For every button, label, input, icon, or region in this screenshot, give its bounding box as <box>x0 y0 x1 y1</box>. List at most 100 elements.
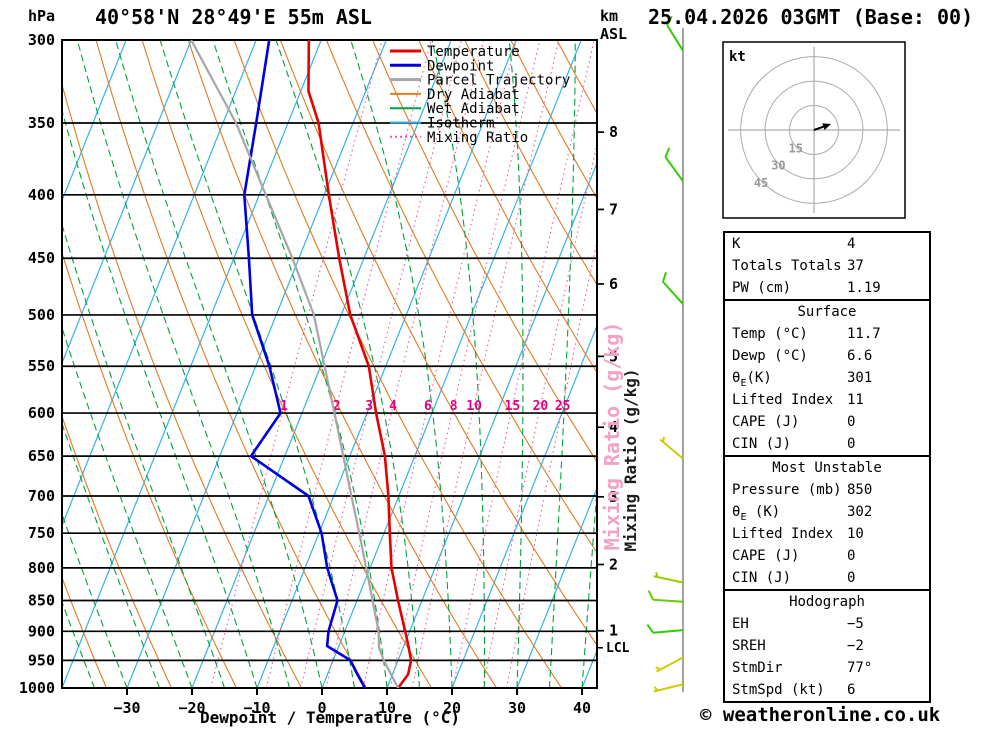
wind-barbs <box>646 15 684 693</box>
theta-unit: (K) <box>746 504 781 520</box>
svg-text:10: 10 <box>378 699 396 717</box>
hodograph-table: Hodograph EH −5 SREH −2 StmDir 77° StmSpd (… <box>725 589 929 701</box>
table-row: StmSpd (kt) 6 <box>725 679 929 701</box>
row-value: 850 <box>847 482 873 498</box>
row-label: Lifted Index <box>732 526 834 542</box>
svg-text:8: 8 <box>450 399 458 414</box>
svg-text:Wet Adiabat: Wet Adiabat <box>427 101 520 117</box>
svg-text:Temperature: Temperature <box>427 44 520 60</box>
wind-barb <box>661 271 684 305</box>
most-unstable-table: Most Unstable Pressure (mb) 850 θE (K) 302… <box>725 455 929 589</box>
svg-text:550: 550 <box>28 357 55 375</box>
svg-text:500: 500 <box>28 306 55 324</box>
wind-barb <box>646 623 684 634</box>
svg-text:Mixing Ratio: Mixing Ratio <box>427 130 528 146</box>
hodograph-unit-label: kt <box>729 49 746 65</box>
km-axis: 1 2 3 4 5 6 7 8 LCL <box>597 123 630 656</box>
svg-text:40: 40 <box>573 699 591 717</box>
curve-temperature <box>307 40 413 688</box>
row-value: 11.7 <box>847 326 881 342</box>
row-label: StmSpd (kt) <box>732 682 825 698</box>
table-row: Totals Totals 37 <box>725 255 929 277</box>
row-value: 0 <box>847 548 856 564</box>
svg-text:7: 7 <box>609 200 618 218</box>
temp-axis: −30 −20 −10 0 10 20 30 40 <box>113 688 591 717</box>
mixing-ratio-axis-label: Mixing Ratio (g/kg) <box>621 368 640 551</box>
svg-text:Isotherm: Isotherm <box>427 116 494 132</box>
svg-text:−20: −20 <box>178 699 205 717</box>
row-label: Totals Totals <box>732 258 842 274</box>
svg-text:300: 300 <box>28 31 55 49</box>
table-row: Dewp (°C) 6.6 <box>725 345 929 367</box>
svg-text:Parcel Trajectory: Parcel Trajectory <box>427 73 570 89</box>
row-label: θE (K) <box>732 504 781 523</box>
wind-barb <box>659 436 684 460</box>
copyright: © weatheronline.co.uk <box>700 704 941 726</box>
svg-text:950: 950 <box>28 651 55 669</box>
table-row: Pressure (mb) 850 <box>725 479 929 501</box>
wind-barb <box>647 590 684 603</box>
wind-barb <box>653 683 684 693</box>
wet-adiabats <box>62 40 597 688</box>
altitude-axis-unit-asl: ASL <box>600 25 627 43</box>
svg-text:350: 350 <box>28 114 55 132</box>
svg-text:700: 700 <box>28 487 55 505</box>
svg-text:400: 400 <box>28 186 55 204</box>
mixing-ratio-axis-label-pink: Mixing Ratio (g/kg) <box>600 322 624 551</box>
row-label: θE(K) <box>732 370 772 389</box>
svg-text:10: 10 <box>466 399 482 414</box>
table-row: EH −5 <box>725 613 929 635</box>
curve-parcel-trajectory <box>190 40 400 688</box>
row-label: PW (cm) <box>732 280 792 296</box>
row-value: 0 <box>847 436 856 452</box>
svg-text:450: 450 <box>28 249 55 267</box>
svg-text:6: 6 <box>609 275 618 293</box>
table-row: CIN (J) 0 <box>725 567 929 589</box>
svg-text:3: 3 <box>365 399 373 414</box>
run-date-title: 25.04.2026 03GMT (Base: 00) <box>648 5 974 29</box>
svg-text:0: 0 <box>318 699 327 717</box>
svg-text:5: 5 <box>609 347 618 365</box>
row-label: CIN (J) <box>732 436 792 452</box>
table-row: θE(K) 301 <box>725 367 929 389</box>
wind-barb <box>666 15 684 52</box>
svg-text:750: 750 <box>28 524 55 542</box>
svg-text:LCL: LCL <box>606 641 630 656</box>
wind-barb <box>664 147 684 182</box>
row-value: 4 <box>847 236 856 252</box>
theta-symbol: θ <box>732 504 741 520</box>
svg-text:−30: −30 <box>113 699 140 717</box>
table-row: Lifted Index 11 <box>725 389 929 411</box>
svg-text:Dewpoint: Dewpoint <box>427 58 494 74</box>
row-label: CIN (J) <box>732 570 792 586</box>
table-title: Most Unstable <box>772 460 882 476</box>
svg-text:30: 30 <box>508 699 526 717</box>
svg-text:1: 1 <box>609 622 618 640</box>
theta-unit: (K) <box>746 370 772 386</box>
row-value: 11 <box>847 392 864 408</box>
wind-barb <box>653 572 684 584</box>
svg-text:Dry Adiabat: Dry Adiabat <box>427 87 520 103</box>
row-label: SREH <box>732 638 766 654</box>
row-value: 10 <box>847 526 864 542</box>
mixing-ratio-labels: 1 2 3 4 6 8 10 15 20 25 <box>280 399 570 414</box>
svg-text:20: 20 <box>533 399 549 414</box>
row-value: 0 <box>847 414 856 430</box>
svg-text:15: 15 <box>788 141 802 155</box>
svg-text:1: 1 <box>280 399 288 414</box>
row-value: 1.19 <box>847 280 881 296</box>
table-title: Surface <box>797 304 857 320</box>
curve-dewpoint <box>243 40 367 688</box>
svg-text:15: 15 <box>505 399 521 414</box>
row-value: 77° <box>847 660 873 676</box>
row-label: CAPE (J) <box>732 548 800 564</box>
svg-text:3: 3 <box>609 488 618 506</box>
row-value: 301 <box>847 370 873 386</box>
row-label: CAPE (J) <box>732 414 800 430</box>
pressure-axis-unit: hPa <box>28 7 55 25</box>
